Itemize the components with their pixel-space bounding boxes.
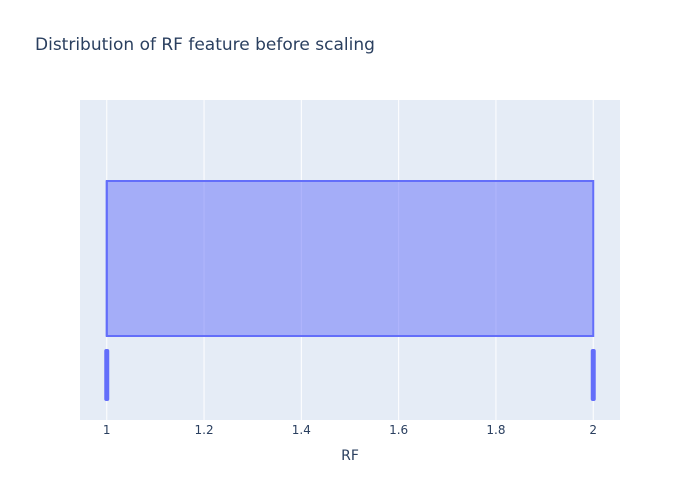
x-axis-ticks: 1 1.2 1.4 1.6 1.8 2 (103, 423, 597, 437)
x-tick-label: 1.2 (195, 423, 214, 437)
x-tick-label: 1.4 (292, 423, 311, 437)
data-point (104, 349, 110, 401)
iqr-box (105, 180, 595, 337)
box-trace[interactable] (105, 180, 595, 337)
x-tick-label: 1.8 (486, 423, 505, 437)
x-tick-label: 1.6 (389, 423, 408, 437)
x-tick-label: 2 (589, 423, 597, 437)
x-tick-label: 1 (103, 423, 111, 437)
x-axis-title: RF (341, 448, 359, 464)
chart-title: Distribution of RF feature before scalin… (35, 35, 375, 55)
data-point (590, 349, 596, 401)
data-points (104, 349, 596, 401)
